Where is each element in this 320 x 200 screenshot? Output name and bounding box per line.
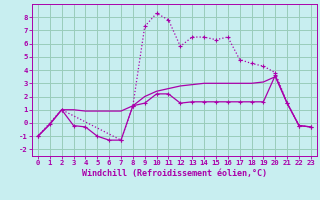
X-axis label: Windchill (Refroidissement éolien,°C): Windchill (Refroidissement éolien,°C) xyxy=(82,169,267,178)
